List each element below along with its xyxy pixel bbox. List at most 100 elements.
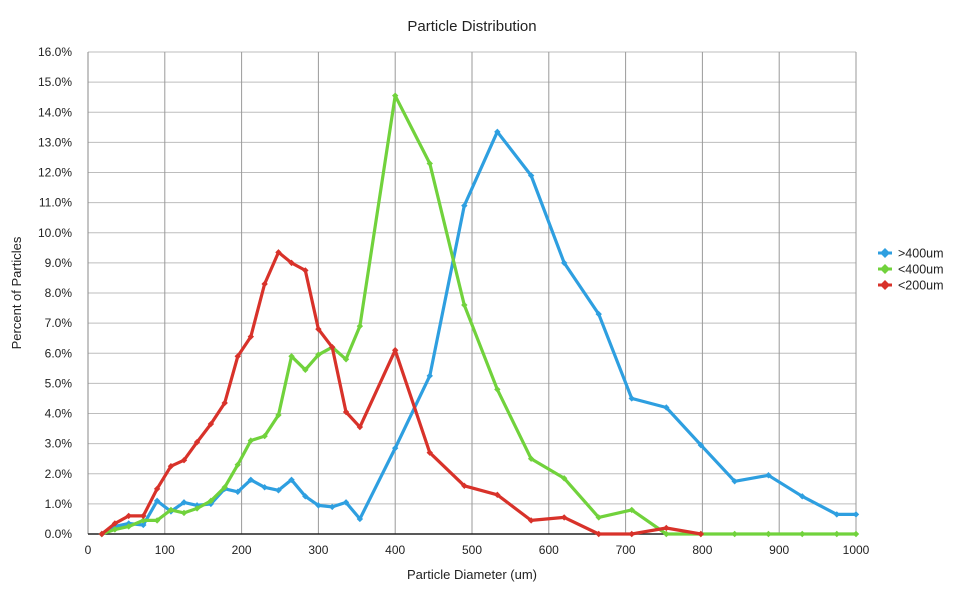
- data-point-marker: [426, 372, 433, 380]
- data-point-marker: [288, 353, 295, 360]
- data-series: [98, 92, 860, 538]
- data-point-marker: [799, 493, 806, 500]
- y-tick-label: 5.0%: [45, 376, 73, 390]
- data-point-marker: [833, 511, 840, 518]
- x-tick-label: 1000: [843, 543, 870, 557]
- data-point-marker: [527, 455, 535, 462]
- data-point-marker: [833, 530, 840, 538]
- legend-marker: [880, 248, 890, 258]
- y-tick-label: 8.0%: [45, 286, 73, 300]
- data-point-marker: [356, 322, 364, 330]
- data-point-marker: [247, 437, 255, 444]
- data-point-marker: [765, 472, 772, 479]
- y-tick-label: 14.0%: [38, 105, 72, 119]
- data-point-marker: [193, 438, 201, 446]
- data-point-marker: [560, 475, 568, 482]
- data-point-marker: [140, 521, 147, 529]
- data-point-marker: [852, 530, 860, 538]
- plot-grid: [88, 51, 857, 534]
- legend-marker: [880, 280, 890, 290]
- data-point-marker: [494, 128, 501, 136]
- y-tick-label: 6.0%: [45, 346, 73, 360]
- data-point-marker: [765, 530, 772, 538]
- data-point-marker: [356, 423, 364, 431]
- data-point-marker: [494, 386, 501, 393]
- y-tick-label: 15.0%: [38, 75, 72, 89]
- chart-title: Particle Distribution: [407, 18, 536, 35]
- data-point-marker: [560, 259, 568, 267]
- y-axis-label: Percent of Particles: [9, 236, 24, 349]
- data-point-marker: [315, 325, 322, 333]
- y-tick-label: 3.0%: [45, 437, 73, 451]
- data-point-marker: [494, 491, 501, 499]
- data-point-marker: [140, 512, 147, 520]
- x-tick-label: 300: [308, 543, 328, 557]
- data-point-marker: [167, 463, 175, 470]
- y-tick-label: 0.0%: [45, 527, 73, 541]
- legend-marker: [880, 264, 890, 274]
- x-tick-label: 400: [385, 543, 405, 557]
- data-point-marker: [247, 476, 255, 483]
- data-point-marker: [125, 512, 132, 520]
- data-point-marker: [234, 488, 241, 496]
- data-point-marker: [461, 482, 468, 489]
- data-point-marker: [275, 487, 282, 494]
- data-point-marker: [731, 478, 738, 485]
- data-point-marker: [342, 356, 350, 363]
- data-point-marker: [193, 505, 201, 512]
- y-tick-label: 9.0%: [45, 256, 73, 270]
- legend-item: <400um: [878, 263, 944, 277]
- x-tick-label: 600: [539, 543, 559, 557]
- data-point-marker: [461, 301, 468, 309]
- x-tick-label: 900: [769, 543, 789, 557]
- data-point-marker: [234, 353, 241, 360]
- data-point-marker: [275, 411, 282, 419]
- chart-legend: >400um <400um <200um: [878, 247, 944, 293]
- x-tick-label: 700: [616, 543, 636, 557]
- data-point-marker: [560, 514, 568, 521]
- y-tick-label: 1.0%: [45, 497, 73, 511]
- data-point-marker: [261, 280, 268, 288]
- data-point-marker: [247, 333, 255, 340]
- data-point-marker: [302, 493, 309, 500]
- data-point-marker: [207, 420, 215, 428]
- series-group: [98, 92, 860, 538]
- data-point-marker: [153, 517, 161, 524]
- series-line: [100, 94, 858, 536]
- data-point-marker: [392, 347, 399, 354]
- data-point-marker: [461, 202, 468, 209]
- data-point-marker: [111, 520, 119, 527]
- data-point-marker: [342, 408, 350, 416]
- data-point-marker: [98, 530, 106, 538]
- x-axis-label: Particle Diameter (um): [407, 567, 537, 582]
- legend-item: >400um: [878, 247, 944, 261]
- data-point-marker: [111, 526, 119, 533]
- data-point-marker: [392, 92, 399, 99]
- data-point-marker: [663, 524, 670, 532]
- data-point-marker: [329, 503, 336, 511]
- y-tick-label: 7.0%: [45, 316, 73, 330]
- series-line: [100, 250, 703, 536]
- data-point-marker: [392, 444, 399, 452]
- data-point-marker: [302, 267, 309, 274]
- y-tick-label: 13.0%: [38, 135, 72, 149]
- data-point-marker: [628, 530, 635, 538]
- data-point-marker: [180, 509, 188, 517]
- data-point-marker: [426, 160, 433, 167]
- x-tick-label: 200: [232, 543, 252, 557]
- data-point-marker: [221, 399, 228, 407]
- data-point-marker: [697, 441, 705, 449]
- data-point-marker: [167, 506, 175, 514]
- data-point-marker: [799, 530, 806, 538]
- x-axis-ticks: 0 100 200 300 400 500 600 700 800 900 1000: [85, 543, 870, 557]
- y-axis-ticks: 0.0% 1.0% 2.0% 3.0% 4.0% 5.0% 6.0% 7.0% 8.0% 9.0%…: [38, 45, 72, 541]
- legend-label: >400um: [898, 247, 944, 261]
- series-group: [98, 249, 705, 538]
- data-point-marker: [275, 249, 282, 256]
- x-tick-label: 100: [155, 543, 175, 557]
- x-tick-label: 0: [85, 543, 92, 557]
- x-tick-label: 500: [462, 543, 482, 557]
- data-point-marker: [595, 514, 602, 521]
- data-point-marker: [527, 172, 535, 179]
